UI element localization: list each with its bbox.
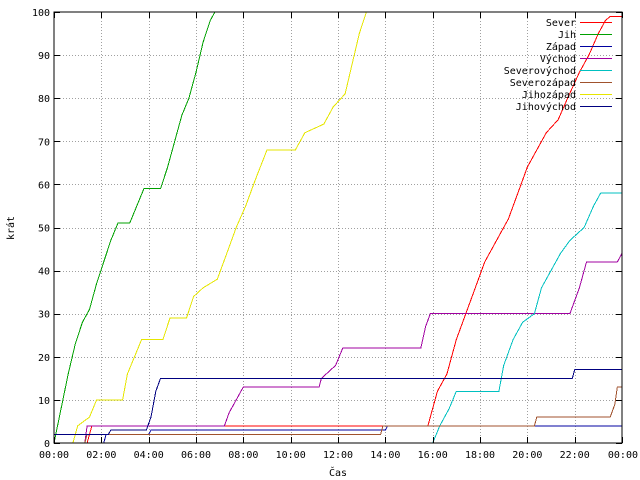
y-tick-label: 10 xyxy=(38,396,50,407)
x-tick-label: 00:00 xyxy=(608,450,638,461)
y-tick-label: 80 xyxy=(38,94,50,105)
y-tick-label: 100 xyxy=(32,8,50,19)
series-line-4 xyxy=(432,192,622,444)
y-tick-label: 30 xyxy=(38,310,50,321)
x-axis-title: Čas xyxy=(329,466,347,479)
y-tick-label: 40 xyxy=(38,267,50,278)
x-tick-label: 00:00 xyxy=(39,450,69,461)
x-tick-label: 22:00 xyxy=(560,450,590,461)
legend-label: Východ xyxy=(540,53,576,65)
x-tick-label: 14:00 xyxy=(370,450,400,461)
legend-label: Severovýchod xyxy=(504,65,576,77)
legend: SeverJihZápadVýchodSeverovýchodSeverozáp… xyxy=(504,18,612,113)
x-tick-labels: 00:00 02:00 04:00 06:00 08:00 10:00 12:00 14:00… xyxy=(39,450,638,461)
x-tick-label: 18:00 xyxy=(465,450,495,461)
series-line-3 xyxy=(84,253,623,444)
legend-label: Jih xyxy=(558,30,576,41)
legend-label: Západ xyxy=(546,41,576,53)
series-line-1 xyxy=(53,11,216,444)
series-layer xyxy=(53,11,623,444)
y-tick-label: 60 xyxy=(38,180,50,191)
series-line-5 xyxy=(84,386,622,444)
y-tick-labels: 0 10 20 30 40 50 60 70 80 90 100 xyxy=(32,8,50,450)
legend-label: Sever xyxy=(546,18,576,29)
y-tick-label: 70 xyxy=(38,137,50,148)
y-tick-label: 0 xyxy=(44,439,50,450)
x-tick-label: 16:00 xyxy=(418,450,448,461)
legend-label: Severozápad xyxy=(510,77,576,89)
series-line-7 xyxy=(54,369,622,435)
x-tick-label: 04:00 xyxy=(134,450,164,461)
ticks xyxy=(54,12,623,444)
series-line-6 xyxy=(72,11,367,444)
y-axis-title: krát xyxy=(5,216,17,240)
legend-label: Jihozápad xyxy=(522,89,576,101)
y-tick-label: 20 xyxy=(38,353,50,364)
x-tick-label: 08:00 xyxy=(228,450,258,461)
series-line-0 xyxy=(86,15,622,444)
x-tick-label: 06:00 xyxy=(181,450,211,461)
x-tick-label: 02:00 xyxy=(86,450,116,461)
legend-label: Jihovýchod xyxy=(516,101,576,113)
x-tick-label: 12:00 xyxy=(323,450,353,461)
x-tick-label: 10:00 xyxy=(276,450,306,461)
y-tick-label: 50 xyxy=(38,224,50,235)
x-tick-label: 20:00 xyxy=(512,450,542,461)
y-tick-label: 90 xyxy=(38,51,50,62)
